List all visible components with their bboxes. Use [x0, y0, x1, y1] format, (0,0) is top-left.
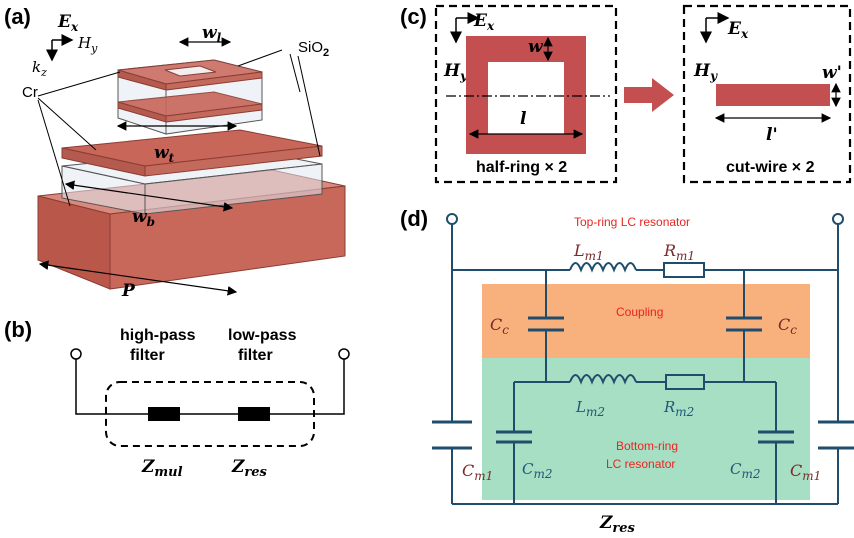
- lm1-label: Lm1: [573, 241, 604, 263]
- cr-label: Cr: [22, 84, 38, 101]
- z-res-block: [238, 407, 270, 421]
- capacitors: [432, 316, 854, 450]
- hy-label-c: Hy: [443, 61, 468, 83]
- cm1-right-label: Cm1: [790, 461, 821, 483]
- top-ring-title: Top-ring LC resonator: [574, 215, 690, 229]
- rm2-label: Rm2: [663, 398, 694, 419]
- ex-label-c2: Ex: [727, 19, 749, 41]
- panel-d: (d) Top-ring LC resonator Coupling Botto…: [400, 206, 854, 536]
- inductor-lm2: [569, 374, 637, 385]
- z-res-label-b: Zres: [231, 457, 268, 480]
- panel-b: (b) high-pass filter low-pass filter Zmu…: [4, 317, 350, 480]
- cut-wire: [716, 84, 830, 106]
- terminal-left-d: [446, 213, 458, 225]
- half-ring-label: half-ring × 2: [476, 159, 567, 176]
- cm1-left-label: Cm1: [462, 461, 493, 483]
- panel-c-label: (c): [400, 4, 427, 29]
- inductor-lm1: [569, 262, 637, 273]
- lm2-label: Lm2: [575, 398, 605, 419]
- panel-b-label: (b): [4, 317, 32, 342]
- cut-wire-box: [682, 4, 852, 184]
- cm2-right-label: Cm2: [730, 460, 761, 481]
- low-pass-label-2: filter: [238, 347, 273, 364]
- bottom-ring-title-1: Bottom-ring: [616, 439, 678, 453]
- arrow-right-icon: [624, 78, 674, 112]
- wt-label: wt: [154, 143, 175, 165]
- terminal-right-b: [338, 348, 350, 360]
- axes-a: Ex Hy kz: [32, 12, 98, 79]
- coupling-label: Coupling: [616, 305, 663, 319]
- panel-c: (c) Ex Hy w l half-ring × 2 Ex Hy w' l' …: [400, 4, 852, 184]
- w-prime-label: w': [822, 63, 842, 83]
- resistor-rm2: [665, 374, 705, 390]
- wl-label: wl: [202, 23, 222, 45]
- high-pass-label-1: high-pass: [120, 327, 196, 344]
- panel-d-label: (d): [400, 206, 428, 231]
- square-ring: [466, 36, 586, 154]
- p-label: P: [121, 281, 136, 301]
- hy-label-a: Hy: [77, 34, 98, 55]
- w-label-c: w: [528, 37, 544, 57]
- high-pass-label-2: filter: [130, 347, 165, 364]
- l-prime-label: l': [766, 125, 778, 145]
- low-pass-label-1: low-pass: [228, 327, 297, 344]
- cc-right-label: Cc: [778, 315, 797, 337]
- cm2-left-label: Cm2: [522, 460, 553, 481]
- half-ring-box: [434, 4, 618, 184]
- ex-label-c: Ex: [473, 11, 495, 33]
- z-mul-block: [148, 407, 180, 421]
- bottom-ring-title-2: LC resonator: [606, 457, 675, 471]
- terminal-right-d: [832, 213, 844, 225]
- filter-box: [105, 381, 315, 447]
- cc-left-label: Cc: [490, 315, 509, 337]
- bottom-ring-region: [482, 358, 810, 500]
- upper-dielectric: [117, 59, 263, 135]
- coupling-region: [482, 284, 810, 358]
- ex-label-a: Ex: [57, 12, 79, 34]
- resistor-rm1: [663, 262, 705, 278]
- terminal-left-b: [70, 348, 82, 360]
- circuit-wires: [451, 224, 839, 505]
- l-label-c: l: [520, 109, 527, 129]
- panel-a-label: (a): [4, 4, 31, 29]
- rm1-label: Rm1: [663, 241, 695, 263]
- z-mul-label: Zmul: [141, 457, 183, 480]
- sio2-label: SiO2: [298, 39, 329, 59]
- panel-a: (a) Ex Hy kz: [4, 4, 346, 301]
- wb-label: wb: [132, 207, 155, 229]
- z-res-label-d: Zres: [599, 513, 636, 536]
- kz-label-a: kz: [32, 58, 47, 79]
- hy-label-c2: Hy: [693, 61, 718, 83]
- cut-wire-label: cut-wire × 2: [726, 159, 815, 176]
- leader-lines: [37, 49, 321, 207]
